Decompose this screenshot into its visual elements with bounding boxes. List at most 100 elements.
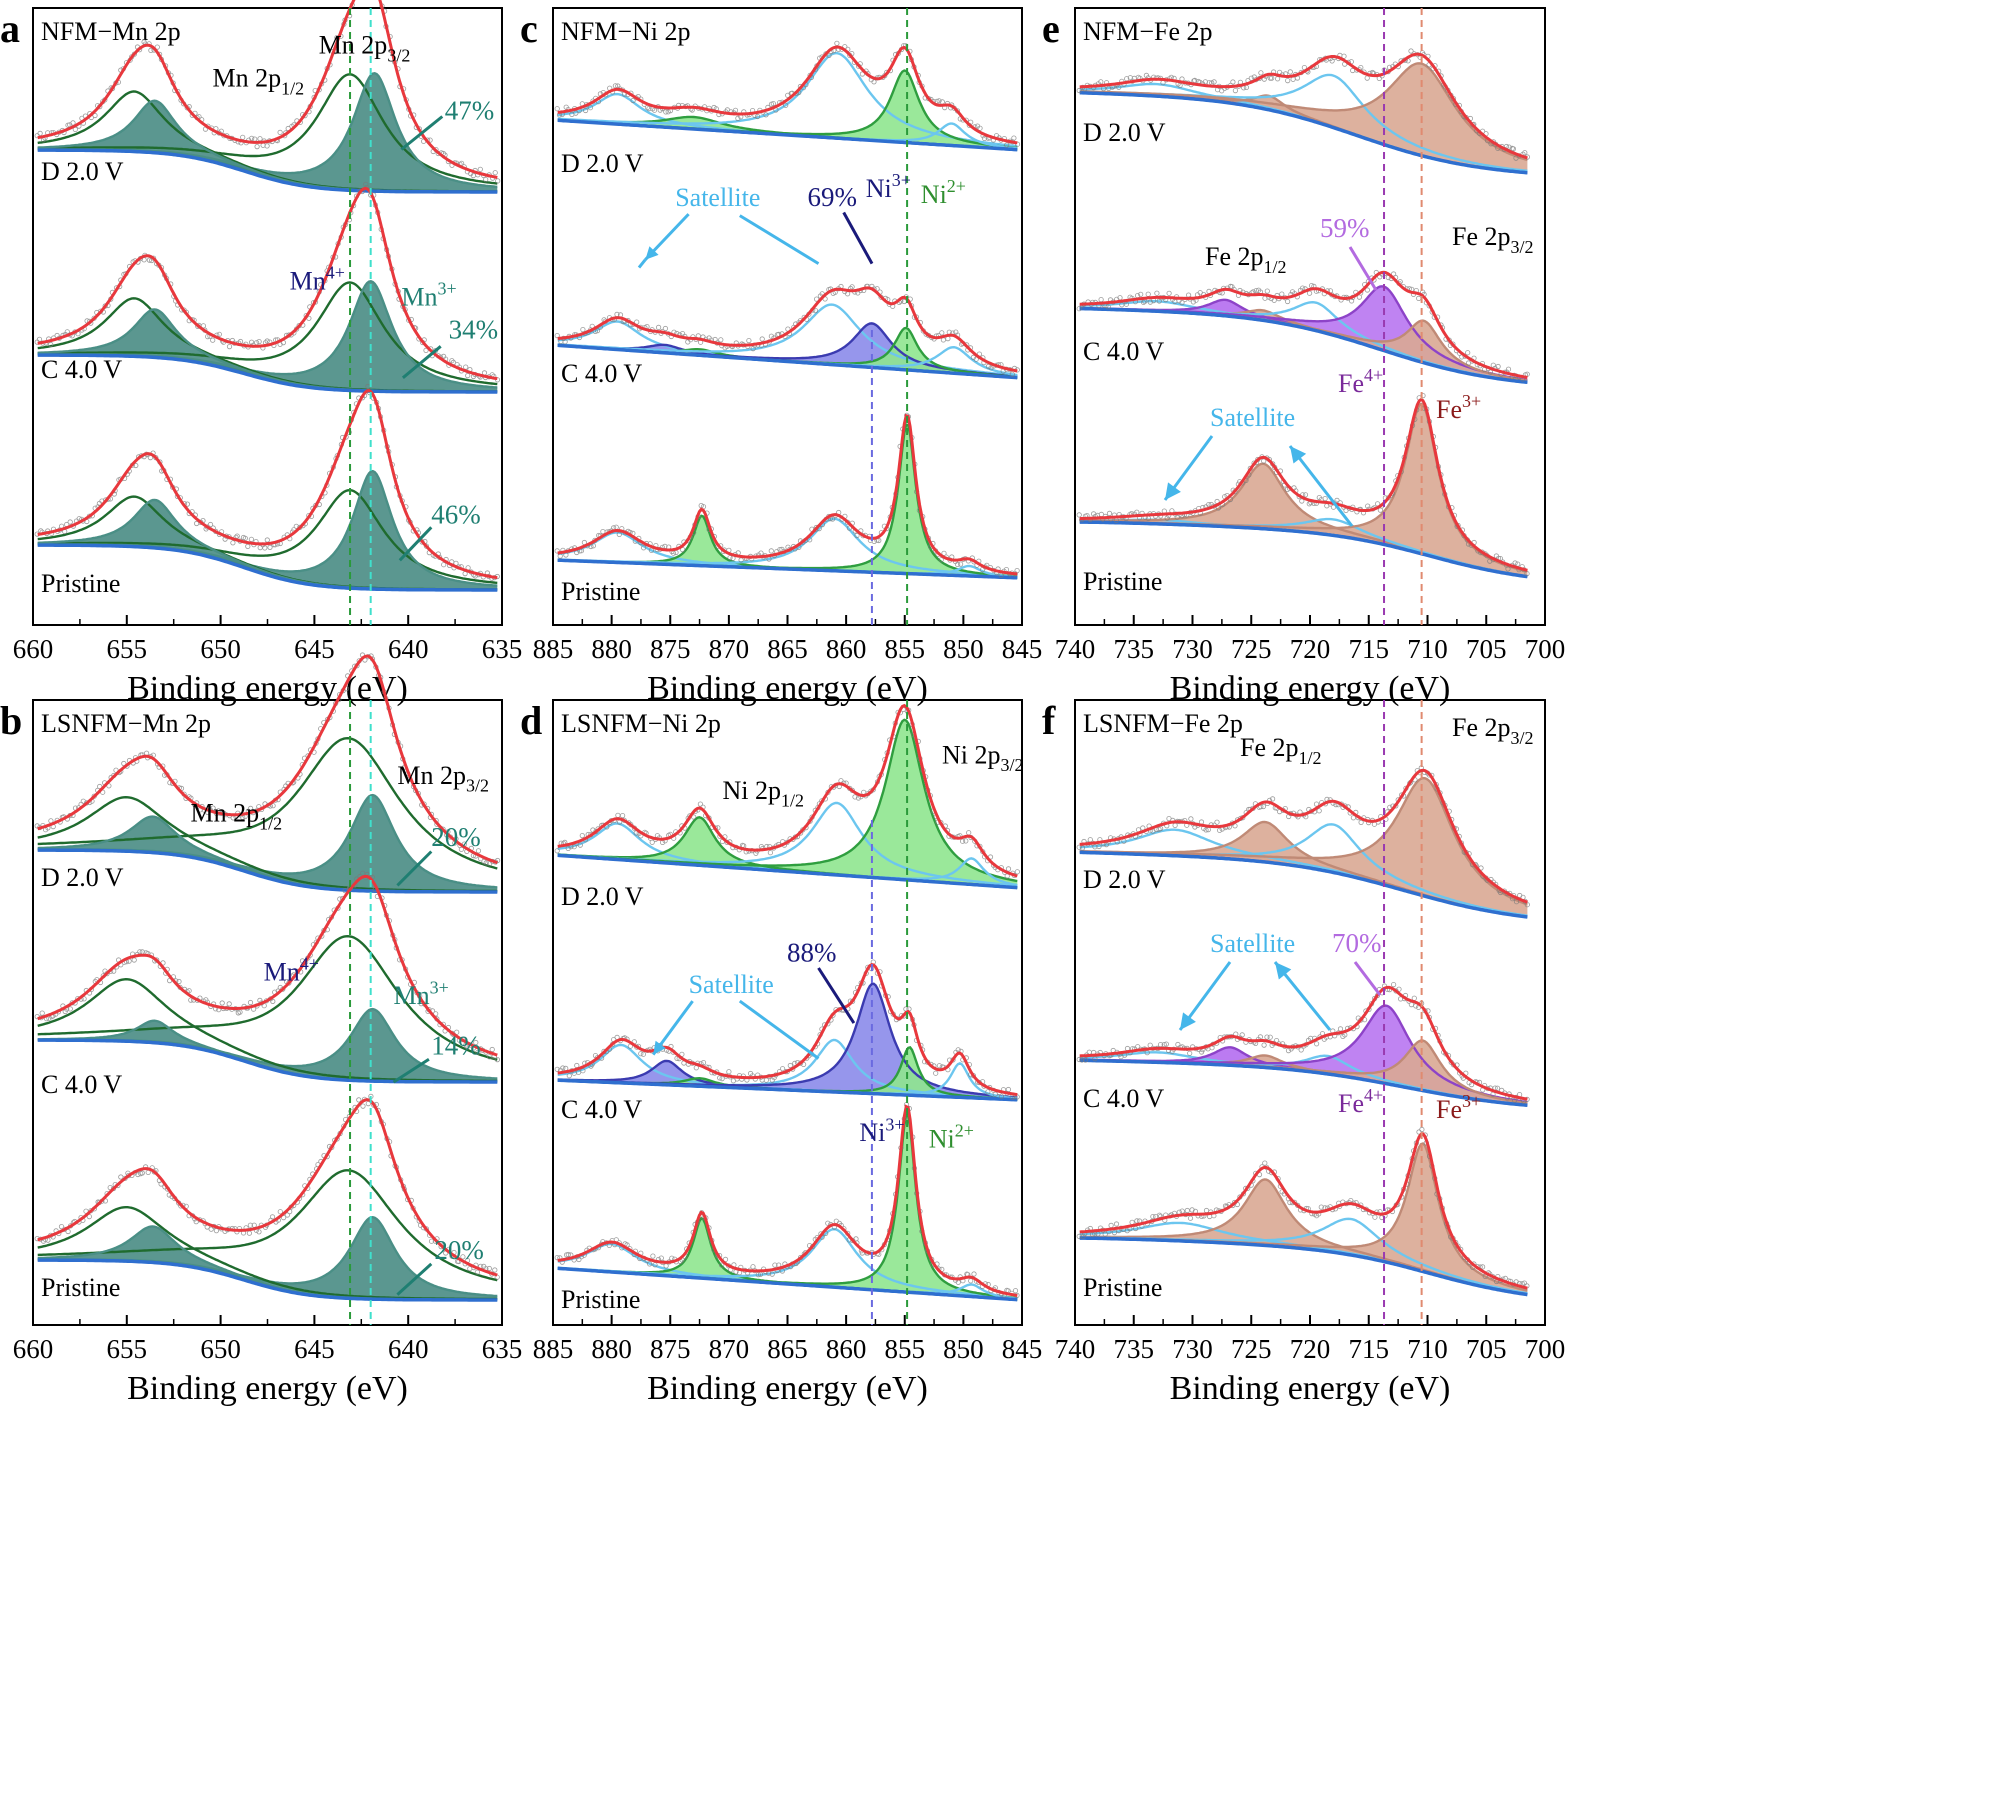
fit-component-fill [37,499,498,590]
x-axis-label: Binding energy (eV) [647,670,928,707]
background-line [37,353,498,394]
fit-component-fill [1079,403,1528,577]
label-mn4: Mn4+ [264,954,319,987]
x-tick-label: 740 [1055,1334,1096,1364]
x-tick-label: 865 [767,634,808,664]
panel-title: LSNFM−Mn 2p [41,709,211,738]
x-tick-label: 880 [591,634,632,664]
annotation-arrowhead [1290,446,1307,464]
annotation-pointer [739,214,820,265]
percent-label: 88% [787,938,837,968]
fit-component-fill [1079,778,1528,917]
envelope-line [1079,270,1528,379]
percent-label: 59% [1320,213,1370,243]
label-fe-2p12: Fe 2p1/2 [1240,733,1322,768]
annotation-pointer [398,526,433,562]
state-label: D 2.0 V [561,149,644,178]
x-tick-label: 650 [200,1334,241,1364]
x-axis-label: Binding energy (eV) [1170,1370,1451,1407]
envelope-line [37,654,498,865]
envelope-line [1079,52,1528,160]
envelope-line [37,1098,498,1277]
fit-component-fill [557,1115,1018,1300]
annotation-arrowhead [645,246,659,260]
plot-frame [1074,699,1546,1326]
x-tick-label: 645 [294,1334,335,1364]
x-tick-label: 700 [1525,634,1566,664]
x-axis-label: Binding energy (eV) [1170,670,1451,707]
state-label: Pristine [561,577,640,606]
fit-component-fill [557,116,1018,150]
state-label: D 2.0 V [41,863,124,892]
state-label: C 4.0 V [41,355,122,384]
fit-component-line [37,1169,498,1282]
x-tick-label: 845 [1002,634,1043,664]
label-fe4: Fe4+ [1338,1085,1383,1118]
background-line [557,1266,1018,1302]
label-ni-2p12: Ni 2p1/2 [723,776,805,811]
panel-letter: c [520,6,538,51]
panel-letter: d [520,698,542,743]
label-ni-2p32: Ni 2p3/2 [942,740,1024,775]
annotation-pointer [1353,961,1382,996]
fit-component-fill [1079,463,1528,577]
envelope-line [37,874,498,1057]
percent-label: 46% [431,499,481,529]
label-mn-2p32: Mn 2p3/2 [319,31,411,66]
x-tick-label: 870 [709,1334,750,1364]
x-tick-label: 870 [709,634,750,664]
x-tick-label: 640 [388,1334,429,1364]
panel-f: 740 735 730 725 720 715 710 705 700 Binding energ… [1042,698,1565,1407]
background-line [37,148,498,194]
annotation-pointer [396,1262,433,1296]
envelope-line [557,963,1018,1097]
envelope-line [557,286,1018,373]
label-mn3: Mn3+ [401,278,456,311]
percent-label: 20% [431,822,481,852]
label-satellite: Satellite [675,183,760,212]
x-tick-label: 715 [1349,634,1390,664]
percent-label: 69% [808,182,858,212]
annotation-arrowhead [1275,962,1292,980]
state-label: C 4.0 V [1083,337,1164,366]
label-fe3: Fe3+ [1436,391,1481,424]
state-label: C 4.0 V [41,1070,122,1099]
x-tick-label: 875 [650,634,691,664]
fit-component-fill [37,1217,498,1300]
x-tick-label: 720 [1290,1334,1331,1364]
envelope-line [1079,1132,1528,1290]
x-tick-label: 640 [388,634,429,664]
panel-a: 660 655 650 645 640 635 Binding energy (eV) NFM… [0,0,522,707]
x-tick-label: 705 [1466,1334,1507,1364]
background-line [557,118,1018,152]
fit-component-fill [1079,308,1528,383]
background-line [557,853,1018,890]
state-label: Pristine [41,569,120,598]
label-mn-2p12: Mn 2p1/2 [191,799,283,834]
fit-component-fill [37,281,498,392]
state-label: Pristine [561,1285,640,1314]
label-ni3: Ni3+ [866,170,911,203]
x-tick-label: 845 [1002,1334,1043,1364]
fit-component-fill [557,424,1018,578]
annotation-pointer [1348,246,1378,291]
label-fe3: Fe3+ [1436,1091,1481,1124]
x-tick-label: 740 [1055,634,1096,664]
panel-d: 885 880 875 870 865 860 855 850 845 Binding energ… [520,698,1042,1407]
x-tick-label: 700 [1525,1334,1566,1364]
panel-c: 885 880 875 870 865 860 855 850 845 Binding energ… [520,6,1042,707]
envelope-line [557,45,1018,145]
annotation-pointer [392,1058,430,1084]
label-mn-2p32: Mn 2p3/2 [397,761,489,796]
annotation-pointer [396,850,433,887]
background-line [1079,1058,1528,1108]
panel-letter: b [0,698,22,743]
state-label: Pristine [41,1273,120,1302]
x-tick-label: 735 [1114,634,1155,664]
x-tick-label: 875 [650,1334,691,1364]
panel-title: NFM−Mn 2p [41,17,181,46]
state-label: C 4.0 V [561,359,642,388]
label-fe-2p32: Fe 2p3/2 [1452,222,1534,257]
panel-letter: f [1042,698,1056,743]
label-ni2: Ni2+ [921,176,966,209]
